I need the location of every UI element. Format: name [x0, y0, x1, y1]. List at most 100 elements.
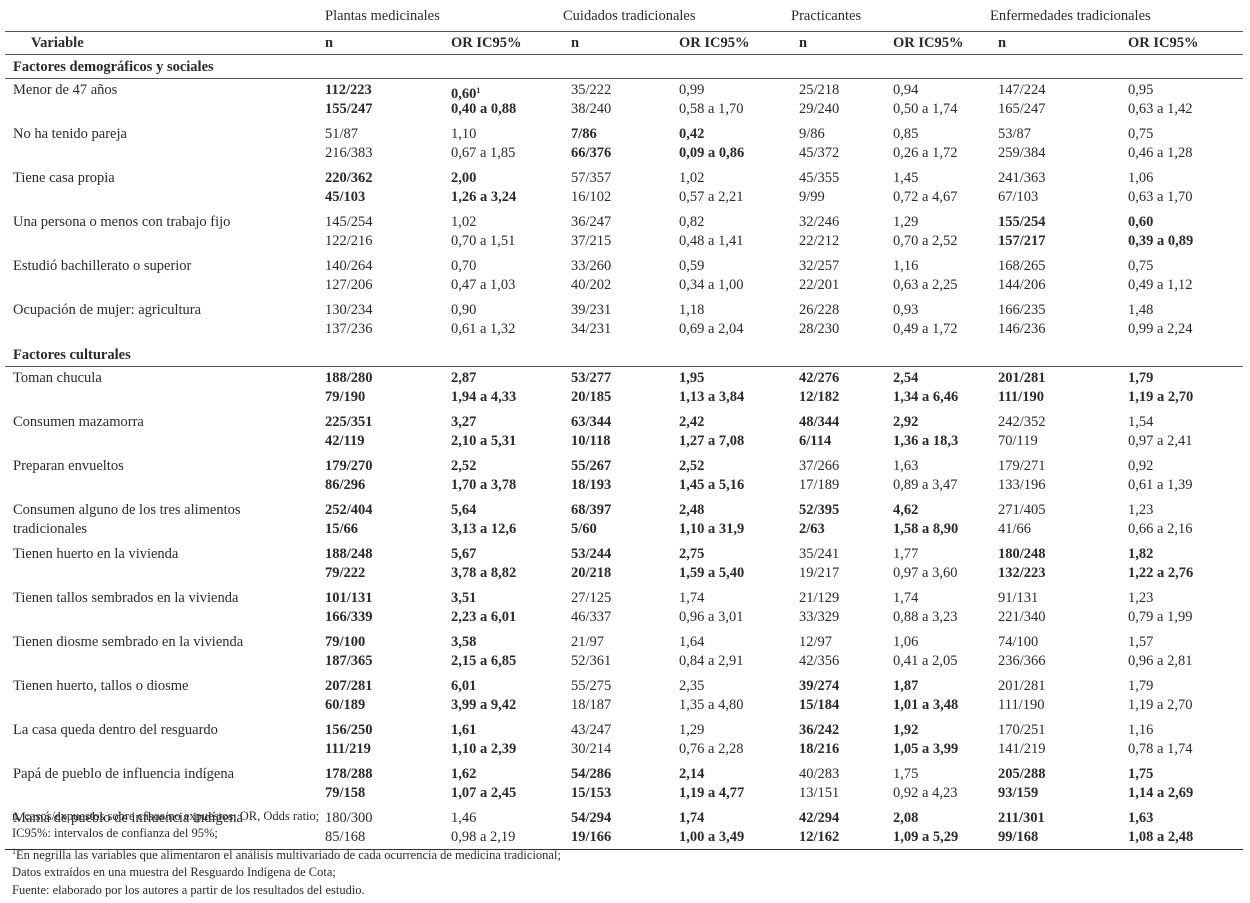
- n-exposed-value: 178/288: [325, 766, 373, 782]
- odds-ratio-value: 1,02: [679, 169, 791, 188]
- variable-cell: La casa queda dentro del resguardo: [5, 719, 325, 763]
- odds-ratio-number: 1,16: [893, 258, 919, 274]
- n-unexposed-value: 33/329: [799, 609, 840, 625]
- n-header: n: [325, 31, 443, 55]
- or-cell: 1,79 1,19 a 2,70: [1120, 367, 1243, 412]
- or-cell: 2,14 1,19 a 4,77: [671, 763, 791, 807]
- n-unexposed-value: 157/217: [998, 233, 1046, 249]
- odds-ratio-number: 0,75: [1128, 126, 1154, 142]
- confidence-interval-value: 1,05 a 3,99: [893, 741, 959, 757]
- odds-ratio-value: 1,29: [679, 721, 791, 740]
- odds-ratio-value: 1,23: [1128, 589, 1243, 608]
- variable-label: Preparan envueltos: [13, 458, 124, 474]
- footnote-abbreviations: n, casos/expuestos sobre casos/no expues…: [12, 809, 320, 823]
- footnote-source: Fuente: elaborado por los autores a part…: [12, 882, 365, 897]
- variable-cell: Consumen mazamorra: [5, 411, 325, 455]
- or-cell: 1,54 0,97 a 2,41: [1120, 411, 1243, 455]
- odds-ratio-value: 1,79: [1128, 677, 1243, 696]
- n-unexposed-value: 38/240: [571, 101, 612, 117]
- confidence-interval-value: 1,08 a 2,48: [1128, 829, 1194, 845]
- subheader-row: Variable n OR IC95% n OR IC95% n OR IC95…: [5, 31, 1244, 55]
- n-exposed-value: 43/247: [571, 722, 612, 738]
- section-header-row: Factores culturales: [5, 343, 1244, 367]
- confidence-interval-value: 3,78 a 8,82: [451, 565, 517, 581]
- n-cell: 21/129 33/329: [791, 587, 885, 631]
- group-header-cuidados: Cuidados tradicionales: [563, 2, 792, 32]
- odds-ratio-number: 1,79: [1128, 370, 1154, 386]
- confidence-interval-value: 0,09 a 0,86: [679, 145, 745, 161]
- odds-ratio-value: 2,14: [679, 765, 791, 784]
- odds-ratio-number: 0,99: [679, 82, 705, 98]
- n-unexposed-value: 86/296: [325, 477, 366, 493]
- confidence-interval-value: 0,97 a 3,60: [893, 565, 958, 581]
- n-exposed-value: 168/265: [998, 258, 1046, 274]
- n-cell: 140/264 127/206: [325, 255, 443, 299]
- variable-cell: Papá de pueblo de influencia indígena: [5, 763, 325, 807]
- n-unexposed-value: 10/118: [571, 433, 611, 449]
- n-cell: 39/231 34/231: [563, 299, 671, 343]
- n-unexposed-value: 20/185: [571, 389, 612, 405]
- n-unexposed-value: 60/189: [325, 697, 366, 713]
- or-header: OR IC95%: [1120, 31, 1244, 55]
- n-unexposed-value: 18/216: [799, 741, 840, 757]
- odds-ratio-value: 0,99: [679, 81, 791, 100]
- or-cell: 1,57 0,96 a 2,81: [1120, 631, 1243, 675]
- odds-ratio-number: 0,60: [1128, 214, 1154, 230]
- n-cell: 33/260 40/202: [563, 255, 671, 299]
- variable-label: Menor de 47 años: [13, 82, 118, 98]
- odds-ratio-number: 2,48: [679, 502, 705, 518]
- n-unexposed-value: 18/187: [571, 697, 612, 713]
- or-cell: 1,87 1,01 a 3,48: [885, 675, 990, 719]
- confidence-interval-value: 1,58 a 8,90: [893, 521, 959, 537]
- odds-ratio-number: 2,00: [451, 170, 477, 186]
- n-unexposed-value: 111/219: [325, 741, 371, 757]
- n-cell: 178/288 79/158: [325, 763, 443, 807]
- n-unexposed-value: 37/215: [571, 233, 612, 249]
- n-cell: 54/294 19/166: [563, 807, 672, 850]
- odds-ratio-number: 1,61: [451, 722, 477, 738]
- n-exposed-value: 53/87: [998, 126, 1032, 142]
- odds-ratio-value: 1,95: [679, 369, 791, 388]
- n-cell: 63/344 10/118: [563, 411, 671, 455]
- n-exposed-value: 9/86: [799, 126, 825, 142]
- odds-ratio-number: 2,92: [893, 414, 919, 430]
- confidence-interval-value: 1,26 a 3,24: [451, 189, 517, 205]
- odds-ratio-number: 3,51: [451, 590, 477, 606]
- n-unexposed-value: 22/201: [799, 277, 840, 293]
- odds-ratio-value: 3,51: [451, 589, 563, 608]
- odds-ratio-number: 0,70: [451, 258, 477, 274]
- variable-label: La casa queda dentro del resguardo: [13, 722, 218, 738]
- odds-ratio-number: 1,62: [451, 766, 477, 782]
- odds-ratio-value: 2,75: [679, 545, 791, 564]
- or-cell: 1,45 0,72 a 4,67: [885, 167, 990, 211]
- n-exposed-value: 54/294: [571, 810, 612, 826]
- or-cell: 1,16 0,78 a 1,74: [1120, 719, 1243, 763]
- odds-ratio-number: 2,75: [679, 546, 705, 562]
- confidence-interval-value: 0,99 a 2,24: [1128, 321, 1193, 337]
- or-cell: 1,63 1,08 a 2,48: [1120, 807, 1244, 850]
- confidence-interval-value: 0,63 a 1,42: [1128, 101, 1193, 117]
- n-cell: 74/100 236/366: [990, 631, 1120, 675]
- table-row: Preparan envueltos 179/270 86/296 2,52 1,70 …: [5, 455, 1243, 499]
- n-exposed-value: 42/294: [799, 810, 840, 826]
- odds-ratio-number: 1,82: [1128, 546, 1154, 562]
- confidence-interval-value: 0,48 a 1,41: [679, 233, 744, 249]
- n-unexposed-value: 12/162: [799, 829, 840, 845]
- or-cell: 0,93 0,49 a 1,72: [885, 299, 990, 343]
- n-cell: 179/271 133/196: [990, 455, 1120, 499]
- odds-ratio-number: 1,48: [1128, 302, 1154, 318]
- n-unexposed-value: 122/216: [325, 233, 373, 249]
- odds-ratio-value: 0,94: [893, 81, 990, 100]
- odds-ratio-number: 0,75: [1128, 258, 1154, 274]
- variable-label: Ocupación de mujer: agricultura: [13, 302, 202, 318]
- variable-label: Tienen tallos sembrados en la vivienda: [13, 590, 239, 606]
- n-unexposed-value: 15/153: [571, 785, 612, 801]
- footnote-bold: 1En negrilla las variables que alimentar…: [12, 843, 1242, 864]
- n-cell: 42/294 12/162: [791, 807, 886, 850]
- confidence-interval-value: 0,88 a 3,23: [893, 609, 958, 625]
- table-footnotes: n, casos/expuestos sobre casos/no expues…: [12, 808, 1242, 899]
- or-cell: 0,70 0,47 a 1,03: [443, 255, 563, 299]
- variable-label: Mamá de pueblo de influencia indígena: [13, 810, 243, 826]
- group-header-row: Plantas medicinales Cuidados tradicional…: [5, 2, 1244, 32]
- confidence-interval-value: 0,26 a 1,72: [893, 145, 958, 161]
